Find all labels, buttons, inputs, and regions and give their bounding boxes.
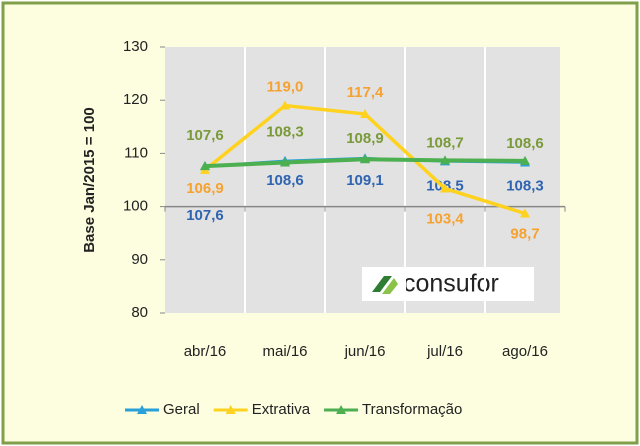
- logo: consufor: [362, 267, 534, 301]
- x-tick-label: jul/16: [426, 343, 463, 360]
- legend-label: Extrativa: [252, 401, 311, 418]
- y-axis-label: Base Jan/2015 = 100: [81, 107, 98, 253]
- legend-marker: [137, 405, 147, 414]
- logo-icon: [372, 276, 392, 292]
- data-label: 107,6: [186, 127, 224, 144]
- legend-label: Geral: [163, 401, 200, 418]
- data-label: 98,7: [510, 225, 539, 242]
- point-marker: [520, 155, 530, 165]
- point-marker: [360, 154, 370, 164]
- point-marker: [360, 109, 370, 119]
- data-label: 108,6: [266, 172, 304, 189]
- point-marker: [440, 155, 450, 165]
- data-label: 108,6: [506, 135, 544, 152]
- x-tick-label: jun/16: [344, 343, 386, 360]
- point-marker: [520, 208, 530, 218]
- y-tick-label: 80: [131, 304, 148, 321]
- point-marker: [280, 157, 290, 167]
- data-label: 117,4: [347, 84, 384, 101]
- data-label: 108,9: [346, 130, 384, 147]
- data-label: 106,9: [186, 180, 224, 197]
- logo-icon: [382, 278, 398, 294]
- point-marker: [200, 161, 210, 171]
- data-label: 108,7: [426, 134, 464, 151]
- legend-marker: [225, 405, 236, 414]
- data-label: 108,3: [506, 177, 544, 194]
- x-tick-label: abr/16: [184, 343, 227, 360]
- data-label: 108,3: [266, 123, 304, 140]
- logo-text: consufor: [403, 270, 499, 298]
- data-label: 109,1: [346, 172, 384, 189]
- y-tick-label: 90: [131, 251, 148, 268]
- x-tick-label: mai/16: [262, 343, 307, 360]
- data-label: 107,6: [186, 207, 224, 224]
- legend-label: Transformação: [362, 401, 462, 418]
- x-tick-label: ago/16: [502, 343, 548, 360]
- point-marker: [280, 100, 290, 110]
- y-tick-label: 100: [123, 198, 148, 215]
- y-tick-label: 130: [123, 38, 148, 55]
- y-tick-label: 120: [123, 91, 148, 108]
- point-marker: [440, 183, 450, 193]
- legend-marker: [336, 405, 347, 414]
- y-tick-label: 110: [124, 144, 148, 161]
- data-label: 119,0: [267, 78, 304, 95]
- data-label: 103,4: [426, 210, 464, 227]
